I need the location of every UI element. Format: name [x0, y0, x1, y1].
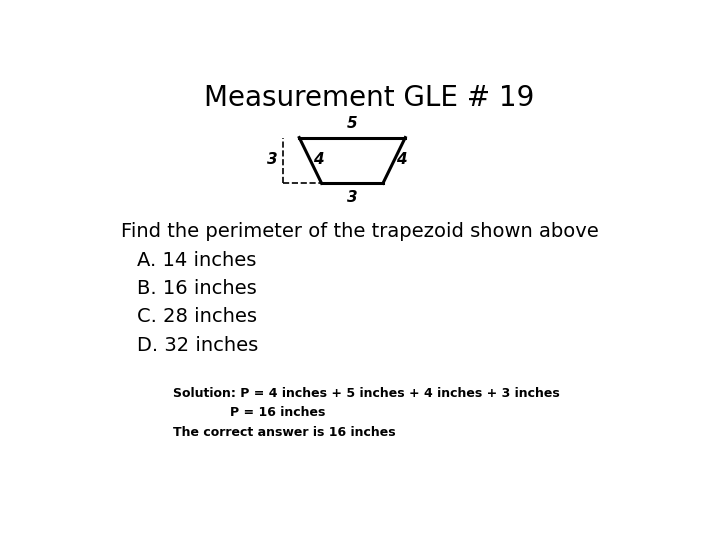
- Text: A. 14 inches: A. 14 inches: [138, 251, 257, 269]
- Text: 3: 3: [347, 190, 358, 205]
- Text: 4: 4: [396, 152, 406, 167]
- Text: Find the perimeter of the trapezoid shown above: Find the perimeter of the trapezoid show…: [121, 221, 598, 241]
- Text: Solution: P = 4 inches + 5 inches + 4 inches + 3 inches: Solution: P = 4 inches + 5 inches + 4 in…: [173, 387, 559, 400]
- Text: C. 28 inches: C. 28 inches: [138, 307, 258, 326]
- Text: B. 16 inches: B. 16 inches: [138, 279, 257, 298]
- Text: 3: 3: [267, 152, 277, 167]
- Text: The correct answer is 16 inches: The correct answer is 16 inches: [173, 426, 395, 439]
- Text: Measurement GLE # 19: Measurement GLE # 19: [204, 84, 534, 112]
- Text: 4: 4: [313, 152, 324, 167]
- Text: D. 32 inches: D. 32 inches: [138, 335, 258, 355]
- Text: P = 16 inches: P = 16 inches: [230, 406, 325, 420]
- Text: 5: 5: [347, 116, 358, 131]
